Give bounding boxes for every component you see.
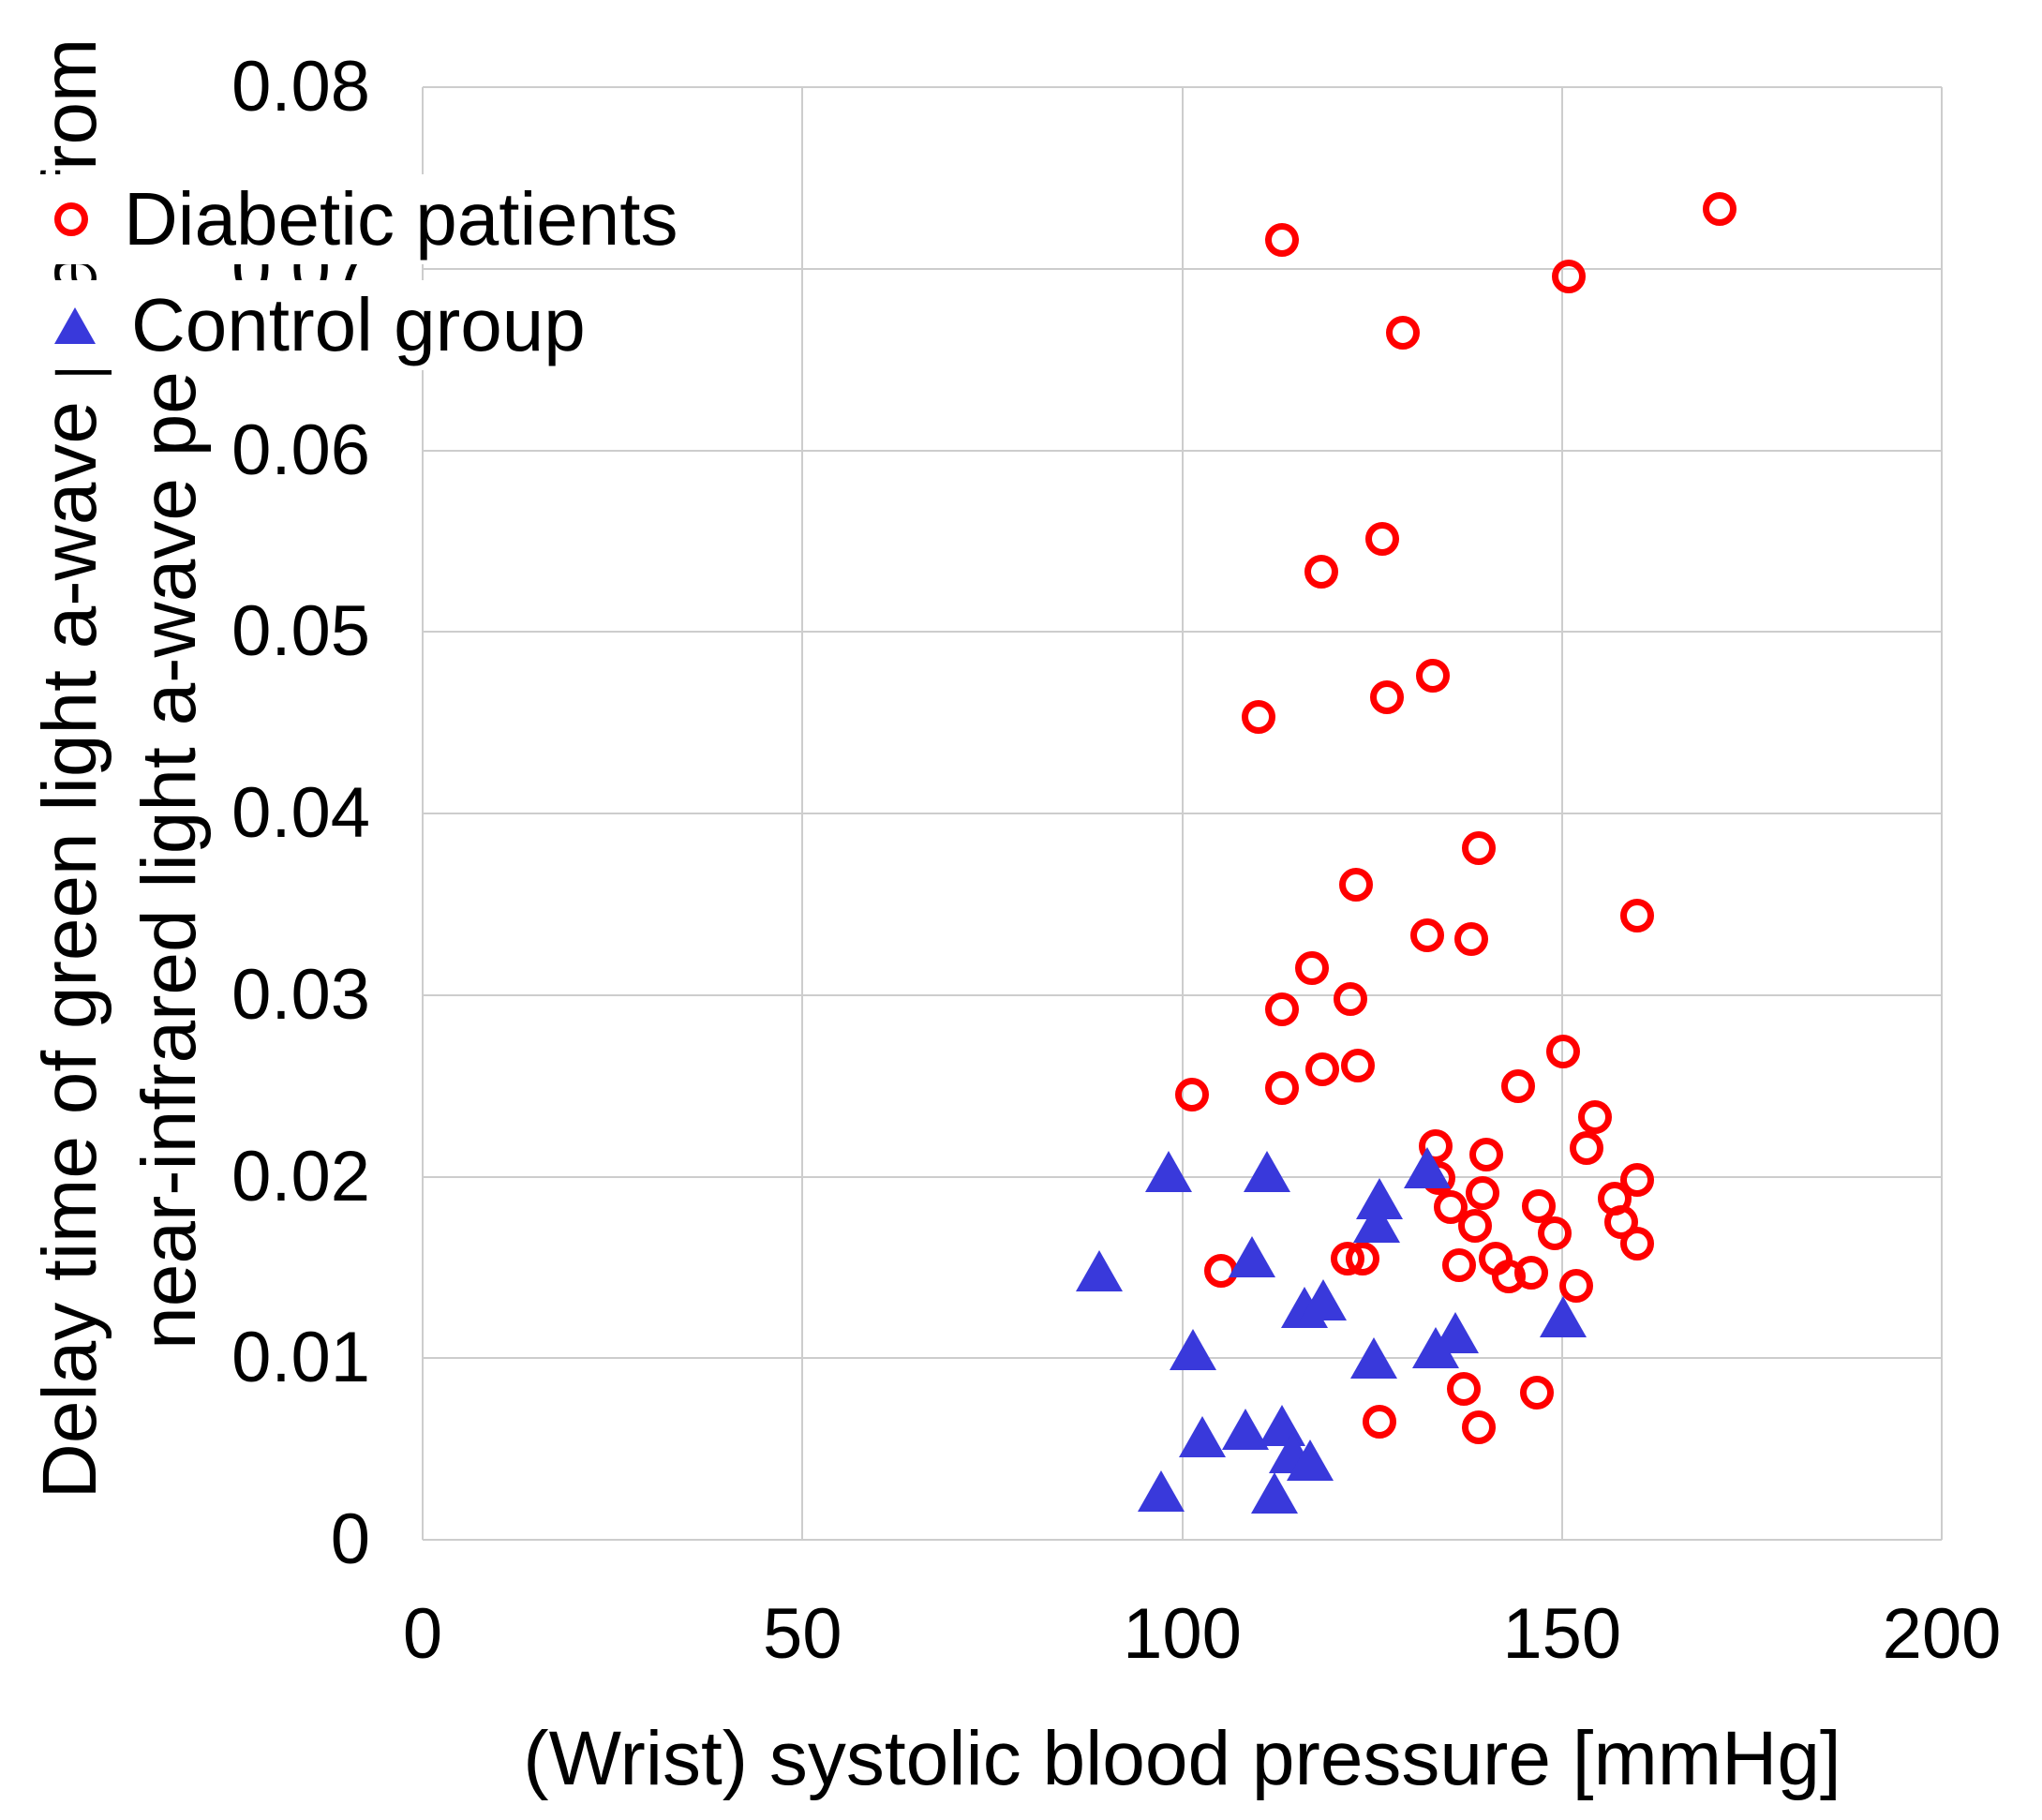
y-gridline	[423, 1539, 1942, 1541]
x-gridline	[801, 87, 804, 1540]
data-point-control	[1432, 1312, 1480, 1354]
data-point-diabetic	[1442, 1248, 1477, 1283]
data-point-diabetic	[1500, 1068, 1535, 1103]
data-point-diabetic	[1339, 867, 1374, 902]
data-point-control	[1352, 1201, 1400, 1243]
data-point-diabetic	[1468, 1138, 1503, 1172]
data-point-diabetic	[1578, 1099, 1613, 1134]
data-point-diabetic	[1461, 830, 1496, 865]
legend-marker-circle-icon	[54, 202, 88, 236]
data-point-diabetic	[1175, 1078, 1210, 1112]
x-gridline	[1560, 87, 1563, 1540]
legend-label-control-group: Control group	[131, 283, 586, 366]
data-point-control	[1229, 1235, 1276, 1277]
plot-area	[422, 86, 1943, 1541]
y-tick-label: 0.03	[231, 954, 370, 1035]
legend-item-diabetic-patients: Diabetic patients	[36, 174, 703, 264]
x-tick-label: 200	[1882, 1594, 2002, 1674]
data-point-diabetic	[1333, 981, 1367, 1016]
data-point-control	[1404, 1146, 1452, 1188]
data-point-diabetic	[1457, 1208, 1492, 1243]
data-point-diabetic	[1552, 259, 1587, 293]
data-point-diabetic	[1345, 1241, 1379, 1275]
data-point-diabetic	[1242, 700, 1276, 735]
legend-marker-triangle-icon	[54, 306, 96, 344]
y-tick-label: 0.02	[231, 1136, 370, 1216]
legend-item-control-group: Control group	[36, 280, 610, 370]
x-axis-title: (Wrist) systolic blood pressure [mmHg]	[523, 1716, 1841, 1801]
data-point-diabetic	[1703, 191, 1737, 226]
data-point-control	[1137, 1469, 1185, 1512]
data-point-diabetic	[1265, 1070, 1300, 1105]
x-gridline	[1181, 87, 1184, 1540]
y-tick-label: 0.01	[231, 1318, 370, 1398]
data-point-diabetic	[1265, 222, 1300, 257]
y-tick-label: 0	[330, 1499, 370, 1579]
data-point-diabetic	[1364, 522, 1399, 557]
legend-label-diabetic-patients: Diabetic patients	[124, 177, 678, 261]
data-point-diabetic	[1520, 1376, 1554, 1410]
data-point-diabetic	[1465, 1175, 1499, 1210]
data-point-control	[1144, 1150, 1192, 1192]
data-point-diabetic	[1363, 1405, 1397, 1440]
data-point-diabetic	[1454, 921, 1489, 956]
data-point-diabetic	[1545, 1034, 1580, 1068]
data-point-control	[1178, 1415, 1226, 1457]
data-point-control	[1539, 1295, 1587, 1337]
data-point-diabetic	[1433, 1190, 1468, 1225]
data-point-diabetic	[1340, 1049, 1375, 1083]
y-tick-label: 0.08	[231, 47, 370, 127]
x-tick-label: 150	[1502, 1594, 1622, 1674]
data-point-diabetic	[1619, 1163, 1654, 1198]
y-tick-label: 0.05	[231, 591, 370, 672]
y-tick-label: 0.06	[231, 410, 370, 490]
data-point-control	[1349, 1337, 1397, 1380]
data-point-control	[1076, 1250, 1124, 1292]
data-point-diabetic	[1570, 1130, 1604, 1165]
data-point-diabetic	[1265, 992, 1300, 1027]
data-point-diabetic	[1521, 1188, 1556, 1223]
x-gridline	[1941, 87, 1943, 1540]
data-point-diabetic	[1447, 1372, 1482, 1407]
data-point-diabetic	[1619, 1227, 1654, 1261]
x-gridline	[422, 87, 424, 1540]
data-point-diabetic	[1415, 658, 1450, 693]
data-point-diabetic	[1619, 898, 1654, 932]
data-point-diabetic	[1370, 680, 1405, 714]
data-point-diabetic	[1410, 917, 1445, 952]
data-point-diabetic	[1461, 1410, 1496, 1444]
data-point-diabetic	[1538, 1216, 1572, 1250]
data-point-diabetic	[1304, 1052, 1339, 1087]
data-point-control	[1251, 1471, 1299, 1514]
data-point-control	[1244, 1150, 1291, 1192]
data-point-diabetic	[1295, 950, 1330, 985]
x-tick-label: 0	[402, 1594, 443, 1674]
x-tick-label: 50	[762, 1594, 842, 1674]
data-point-control	[1300, 1279, 1348, 1321]
data-point-diabetic	[1513, 1256, 1548, 1290]
data-point-control	[1169, 1328, 1216, 1370]
x-tick-label: 100	[1123, 1594, 1242, 1674]
data-point-diabetic	[1304, 555, 1338, 589]
data-point-diabetic	[1386, 315, 1421, 350]
y-tick-label: 0.04	[231, 773, 370, 853]
